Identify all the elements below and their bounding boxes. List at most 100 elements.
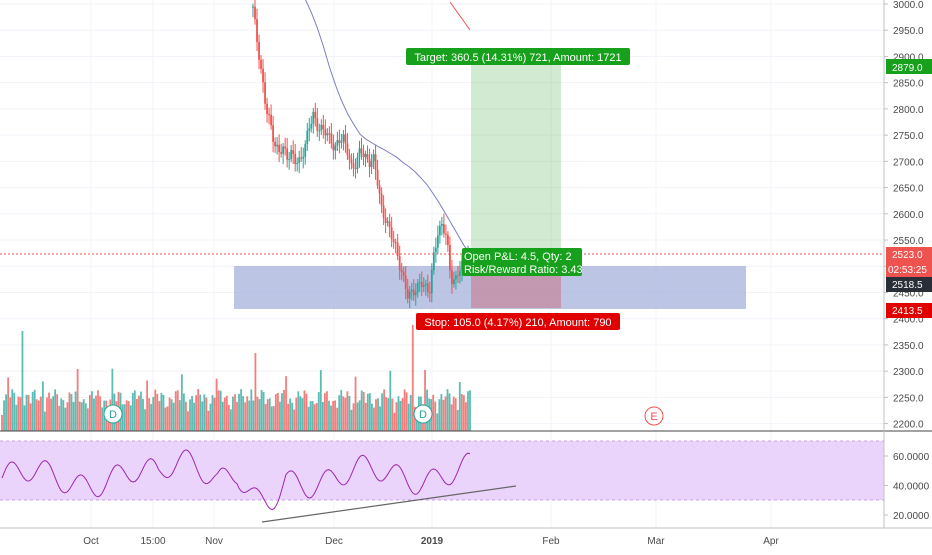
volume-bar [74, 391, 77, 431]
volume-bar [86, 408, 89, 431]
volume-bar [158, 400, 161, 431]
volume-bar [240, 389, 243, 431]
volume-bar [182, 393, 185, 431]
candle-body [455, 275, 457, 280]
volume-bar [219, 390, 222, 431]
volume-bar [456, 409, 459, 431]
moving-average-line [305, 0, 471, 255]
candle-body [360, 148, 363, 154]
volume-bar [7, 377, 10, 431]
time-tick-label: Nov [205, 536, 223, 547]
candle-body [344, 134, 347, 144]
candle-body [426, 283, 429, 292]
volume-bar [375, 399, 377, 431]
volume-bar [127, 401, 130, 431]
volume-bar [385, 397, 388, 431]
volume-bar [13, 392, 16, 431]
candle-body [366, 154, 369, 160]
volume-bar [27, 395, 30, 431]
price-axis[interactable]: 3000.0 2950.0 2900.0 2850.0 2800.0 2750.0 2700… [884, 0, 924, 431]
candle-body [336, 140, 339, 146]
volume-bar [254, 353, 257, 431]
candle-body [320, 124, 323, 131]
candle-body [380, 193, 383, 206]
price-tick-label: 2950.0 [893, 26, 924, 37]
volume-bar [389, 370, 392, 431]
volume-bar [336, 407, 339, 431]
volume-bar [295, 397, 298, 431]
candle-body [457, 275, 459, 277]
volume-bar [138, 395, 140, 431]
trend-segment [449, 1, 471, 31]
volume-bar [279, 401, 281, 431]
volume-bar [264, 404, 267, 431]
candle-body [406, 288, 409, 299]
volume-bar [409, 394, 412, 431]
target-label: Target: 360.5 (14.31%) 721, Amount: 1721 [406, 48, 630, 65]
volume-bar [356, 402, 359, 431]
rsi-axis[interactable]: 60.0000 40.0000 20.0000 [884, 452, 930, 522]
candle-body [374, 154, 377, 170]
candle-body [258, 42, 260, 60]
volume-bar [242, 396, 245, 431]
price-tick-label: 2850.0 [893, 79, 924, 90]
candle-body [342, 134, 345, 142]
volume-bar [371, 403, 373, 431]
rsi-line [1, 449, 471, 511]
candle-body [280, 152, 283, 154]
volume-bar [319, 370, 322, 431]
candle-body [396, 242, 399, 257]
volume-bar [332, 401, 334, 431]
volume-bar [436, 413, 439, 431]
volume-bar [440, 394, 443, 431]
price-tick-label: 2700.0 [893, 157, 924, 168]
candle-body [266, 103, 268, 115]
volume-bar [68, 392, 71, 431]
volume-bar [29, 403, 32, 431]
candle-body [346, 143, 349, 156]
volume-bar [311, 401, 314, 431]
volume-bar [454, 398, 457, 431]
volume-bar [189, 399, 191, 431]
volume-bar [465, 402, 467, 431]
volume-bar [50, 398, 52, 431]
candle-body [292, 150, 295, 154]
candle-body [334, 145, 337, 151]
candle-body [350, 159, 353, 164]
volume-bar [166, 406, 169, 431]
candle-body [416, 282, 419, 293]
rsi-trendline [261, 485, 517, 523]
candle-body [422, 285, 425, 287]
volume-bar [15, 404, 18, 431]
candle-body [260, 59, 262, 69]
time-tick-label: Apr [763, 536, 779, 547]
volume-bar [413, 406, 416, 431]
time-axis[interactable]: Oct 15:00 Nov Dec 2019 Feb Mar Apr [83, 536, 779, 547]
volume-bar [121, 404, 124, 431]
candle-body [302, 156, 305, 159]
volume-bar [407, 403, 410, 431]
volume-bar [368, 393, 371, 431]
candle-body [352, 163, 355, 168]
volume-bar [168, 397, 171, 431]
price-tick-label: 2900.0 [893, 52, 924, 63]
volume-bar [291, 402, 294, 431]
time-tick-label: 15:00 [140, 536, 165, 547]
volume-bar [95, 395, 97, 431]
target-price-badge: 2879.0 [886, 59, 932, 74]
svg-text:Stop: 105.0 (4.17%) 210, Amoun: Stop: 105.0 (4.17%) 210, Amount: 790 [424, 317, 611, 329]
volume-bar [205, 397, 208, 431]
dividend-event-2[interactable]: D [413, 404, 433, 424]
volume-bar [172, 402, 175, 431]
dividend-event-1[interactable]: D [103, 404, 123, 424]
volume-bar [283, 389, 285, 431]
candle-body [264, 82, 266, 104]
price-tick-label: 2550.0 [893, 236, 924, 247]
volume-bar [350, 409, 353, 431]
volume-bar [156, 393, 159, 431]
volume-bar [238, 393, 240, 431]
earnings-event[interactable]: E [644, 406, 664, 426]
candle-body [282, 146, 285, 154]
